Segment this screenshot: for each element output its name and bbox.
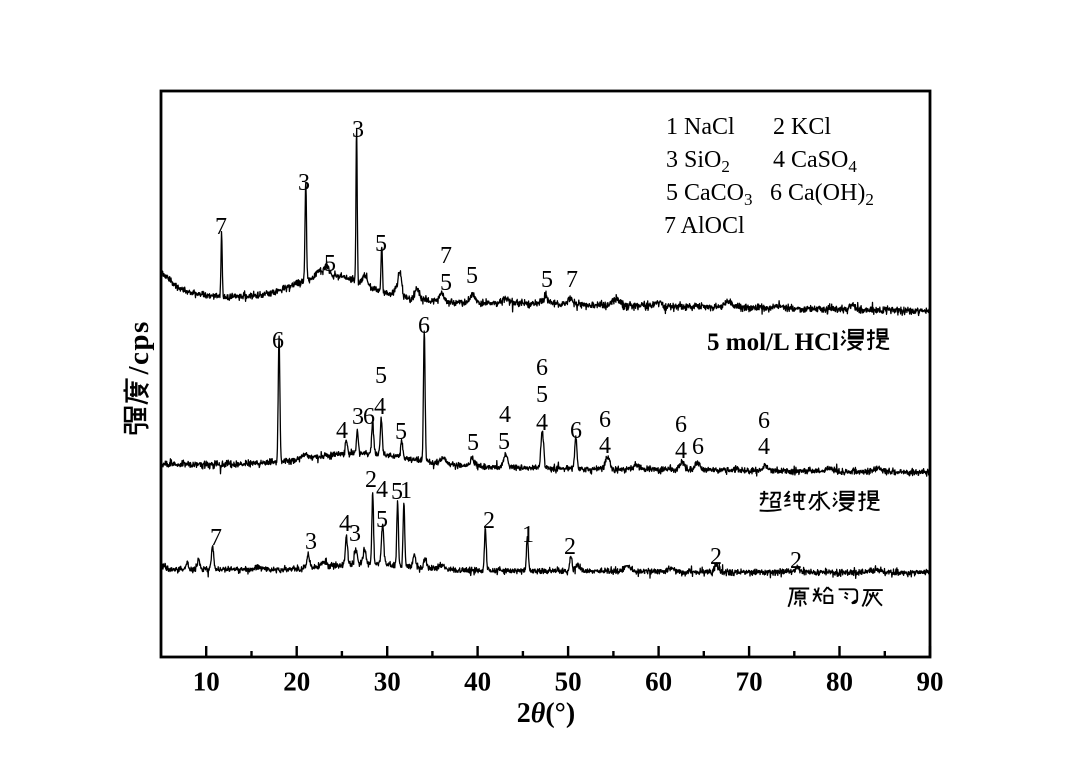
svg-text:6: 6 [570,418,582,444]
svg-text:2: 2 [483,508,495,534]
svg-text:2: 2 [790,548,802,574]
svg-text:6: 6 [675,412,687,438]
svg-text:7 AlOCl: 7 AlOCl [664,213,745,239]
svg-text:2: 2 [710,544,722,570]
svg-text:5: 5 [498,429,510,455]
svg-text:5: 5 [375,363,387,389]
svg-text:6: 6 [363,404,375,430]
svg-text:/cps: /cps [123,320,155,375]
svg-text:3: 3 [349,521,361,547]
svg-text:4: 4 [339,511,351,537]
svg-text:5: 5 [440,270,452,296]
svg-text:1: 1 [522,522,534,548]
svg-text:5: 5 [467,430,479,456]
svg-text:7: 7 [210,525,222,551]
svg-text:4: 4 [536,410,548,436]
svg-text:4: 4 [758,434,770,460]
svg-text:60: 60 [645,667,672,697]
svg-text:4: 4 [336,418,348,444]
svg-text:6: 6 [536,355,548,381]
svg-text:6: 6 [418,313,430,339]
svg-text:7: 7 [215,214,227,240]
svg-text:3: 3 [352,117,364,143]
svg-text:5: 5 [541,267,553,293]
svg-text:1 NaCl: 1 NaCl [666,114,735,140]
svg-text:4: 4 [499,402,511,428]
svg-text:6: 6 [758,408,770,434]
svg-text:3: 3 [352,404,364,430]
svg-text:90: 90 [917,667,944,697]
svg-text:2θ(°): 2θ(°) [517,698,575,729]
svg-text:5: 5 [324,251,336,277]
svg-text:5: 5 [376,507,388,533]
svg-text:50: 50 [555,667,582,697]
svg-text:4 CaSO4: 4 CaSO4 [773,147,857,176]
svg-text:10: 10 [193,667,220,697]
svg-text:2: 2 [564,534,576,560]
svg-text:1: 1 [400,478,412,504]
svg-text:5 mol/L HCl: 5 mol/L HCl [707,329,839,356]
svg-text:5: 5 [536,382,548,408]
svg-text:6: 6 [599,407,611,433]
svg-text:70: 70 [736,667,763,697]
svg-text:20: 20 [283,667,310,697]
svg-text:7: 7 [566,267,578,293]
svg-text:5 CaCO3: 5 CaCO3 [666,180,753,209]
svg-text:5: 5 [391,479,403,505]
svg-text:2: 2 [365,467,377,493]
svg-text:4: 4 [675,438,687,464]
svg-text:4: 4 [376,477,388,503]
svg-text:5: 5 [375,231,387,257]
svg-text:6 Ca(OH)2: 6 Ca(OH)2 [770,180,874,209]
svg-text:6: 6 [692,434,704,460]
svg-text:4: 4 [374,394,386,420]
svg-text:30: 30 [374,667,401,697]
svg-text:5: 5 [466,263,478,289]
svg-text:4: 4 [599,433,611,459]
svg-text:3 SiO2: 3 SiO2 [666,147,730,176]
svg-text:3: 3 [305,529,317,555]
svg-text:7: 7 [440,243,452,269]
svg-text:5: 5 [395,419,407,445]
svg-text:6: 6 [272,328,284,354]
svg-text:3: 3 [298,170,310,196]
svg-text:80: 80 [826,667,853,697]
svg-text:2 KCl: 2 KCl [773,114,831,140]
svg-text:40: 40 [464,667,491,697]
